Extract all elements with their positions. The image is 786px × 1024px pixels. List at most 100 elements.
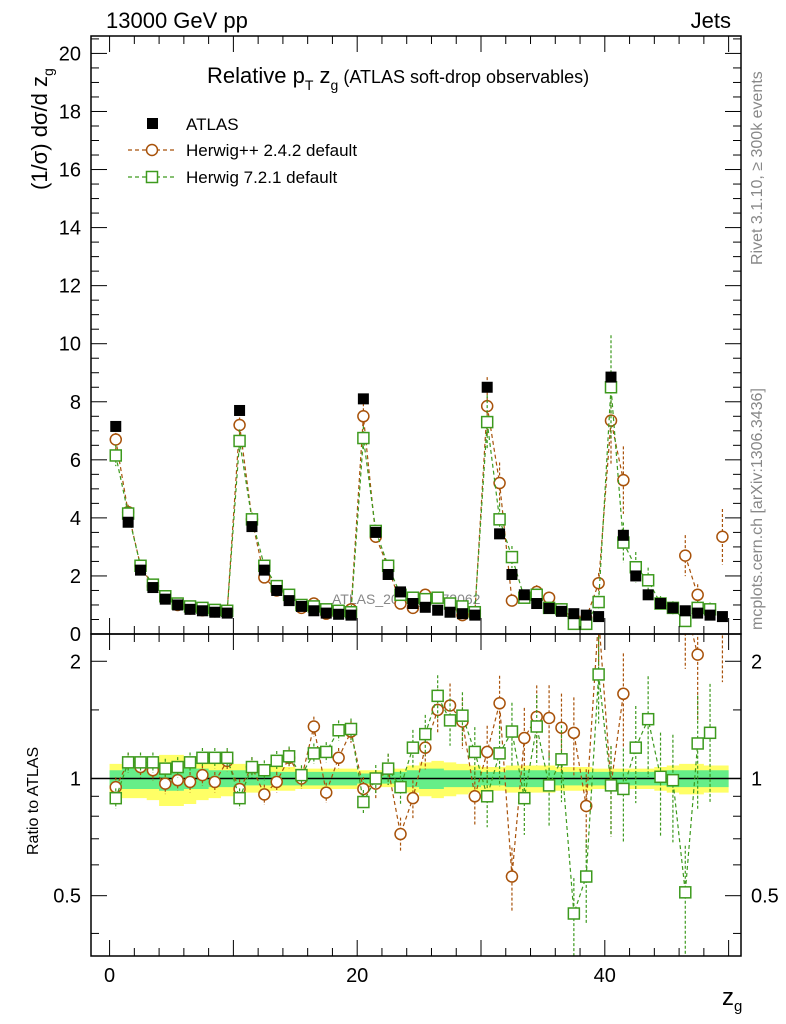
ratio-herwig7-point	[258, 763, 271, 777]
y-tick-label: 16	[59, 160, 81, 182]
ratio-herwig7-point	[604, 779, 618, 792]
ratio-herwig7-point	[381, 762, 395, 775]
ratio-herwig7-point	[183, 756, 197, 769]
atlas-data-point	[370, 526, 382, 538]
ratio-herwig7-point	[295, 768, 308, 782]
ratio-y-tick-label: 2	[70, 651, 81, 673]
ratio-herwigpp-point	[332, 751, 345, 765]
ratio-herwigpp-point	[183, 775, 197, 789]
ratio-herwigpp-point	[505, 870, 519, 883]
ratio-herwigpp-point	[542, 711, 556, 725]
herwig7-point	[233, 434, 246, 448]
y-tick-label: 0	[70, 624, 81, 646]
atlas-data-point	[283, 595, 295, 607]
ratio-herwigpp-point	[406, 791, 420, 805]
herwig7-point	[679, 614, 692, 628]
atlas-data-point	[110, 420, 122, 432]
y-tick-label: 20	[59, 43, 81, 65]
ratio-herwig7-point	[480, 790, 494, 803]
herwig7-point	[431, 591, 444, 604]
herwig7-line	[115, 387, 711, 625]
ratio-herwig7-point	[134, 756, 147, 769]
herwig7-point	[567, 617, 581, 631]
atlas-data-point	[159, 593, 171, 605]
atlas-data-point	[196, 605, 208, 617]
atlas-data-point	[518, 589, 530, 601]
ratio-herwigpp-point	[617, 687, 630, 701]
atlas-data-point	[295, 600, 307, 612]
atlas-data-point	[531, 598, 543, 610]
herwigpp-point	[716, 530, 729, 544]
x-axis-label: zg	[722, 984, 742, 1015]
ratio-herwig7-point	[307, 747, 321, 760]
mcplots-credit-text: mcplots.cern.ch [arXiv:1306.3436]	[749, 388, 766, 630]
ratio-herwig7-point	[109, 791, 123, 805]
ratio-herwig7-point	[468, 745, 482, 759]
ratio-frame	[90, 633, 742, 957]
ratio-y-tick-label-right: 0.5	[751, 886, 779, 908]
ratio-herwig7-point	[703, 726, 717, 740]
herwig7-point	[641, 574, 655, 587]
ratio-herwig7-point	[617, 782, 630, 796]
atlas-data-point	[147, 582, 159, 594]
atlas-data-point	[234, 404, 246, 416]
atlas-data-point	[692, 607, 704, 619]
ratio-herwig7-point	[121, 756, 135, 769]
herwigpp-point	[233, 418, 246, 432]
ratio-herwig7-point	[579, 870, 593, 883]
atlas-data-point	[580, 609, 592, 621]
atlas-data-point	[704, 609, 716, 621]
atlas-data-point	[568, 608, 580, 620]
ratio-herwigpp-point	[567, 726, 581, 740]
herwigpp-point	[493, 476, 506, 490]
ratio-herwig7-point	[357, 795, 370, 809]
ratio-herwigpp-point	[319, 786, 333, 799]
ratio-herwig7-point	[270, 754, 283, 768]
ratio-herwig7-point	[555, 753, 568, 766]
legend-marker-atlas	[147, 118, 158, 129]
herwig7-point	[493, 513, 506, 526]
ratio-herwig7-point	[629, 741, 643, 754]
ratio-herwigpp-line	[115, 634, 624, 877]
y-tick-label: 10	[59, 334, 81, 356]
legend-marker-herwigpp	[145, 143, 159, 157]
main-y-axis-label: (1/σ) dσ/d zg	[27, 68, 56, 190]
atlas-data-point	[630, 570, 642, 582]
ratio-herwig7-point	[493, 747, 506, 760]
y-tick-label: 6	[70, 450, 81, 472]
ratio-herwigpp-point	[196, 768, 209, 782]
x-tick-label: 0	[104, 965, 115, 987]
ratio-y-tick-label: 1	[70, 768, 81, 790]
atlas-data-point	[716, 611, 728, 623]
herwig7-point	[480, 415, 494, 429]
x-tick-label: 40	[594, 965, 616, 987]
ratio-herwig7-point	[443, 714, 457, 727]
y-tick-label: 4	[70, 508, 81, 530]
ratio-herwigpp-point	[394, 827, 407, 841]
ratio-herwig7-point	[233, 791, 246, 805]
ratio-herwigpp-point	[159, 777, 172, 790]
ratio-herwig7-point	[518, 791, 531, 805]
ratio-herwig7-point	[691, 737, 704, 750]
ratio-herwig7-point	[592, 668, 605, 681]
ratio-herwig7-point	[196, 751, 209, 765]
ratio-herwigpp-point	[357, 782, 370, 796]
ratio-herwig7-point	[567, 907, 581, 920]
atlas-data-point	[308, 605, 320, 617]
ratio-y-tick-label: 0.5	[53, 886, 81, 908]
ratio-herwigpp-line	[691, 634, 699, 655]
atlas-data-point	[432, 604, 444, 616]
ratio-herwig7-point	[641, 712, 655, 726]
y-tick-label: 2	[70, 566, 81, 588]
ratio-herwig7-point	[220, 751, 234, 765]
y-tick-label: 14	[59, 218, 81, 240]
atlas-data-point	[667, 602, 679, 614]
atlas-data-point	[419, 601, 431, 613]
ratio-herwig7-point	[419, 727, 432, 741]
atlas-data-point	[271, 584, 283, 596]
category-label: Jets	[691, 8, 731, 33]
svg-text:zg: zg	[722, 984, 742, 1015]
ratio-herwig7-point	[146, 756, 160, 769]
ratio-herwigpp-point	[518, 731, 531, 745]
